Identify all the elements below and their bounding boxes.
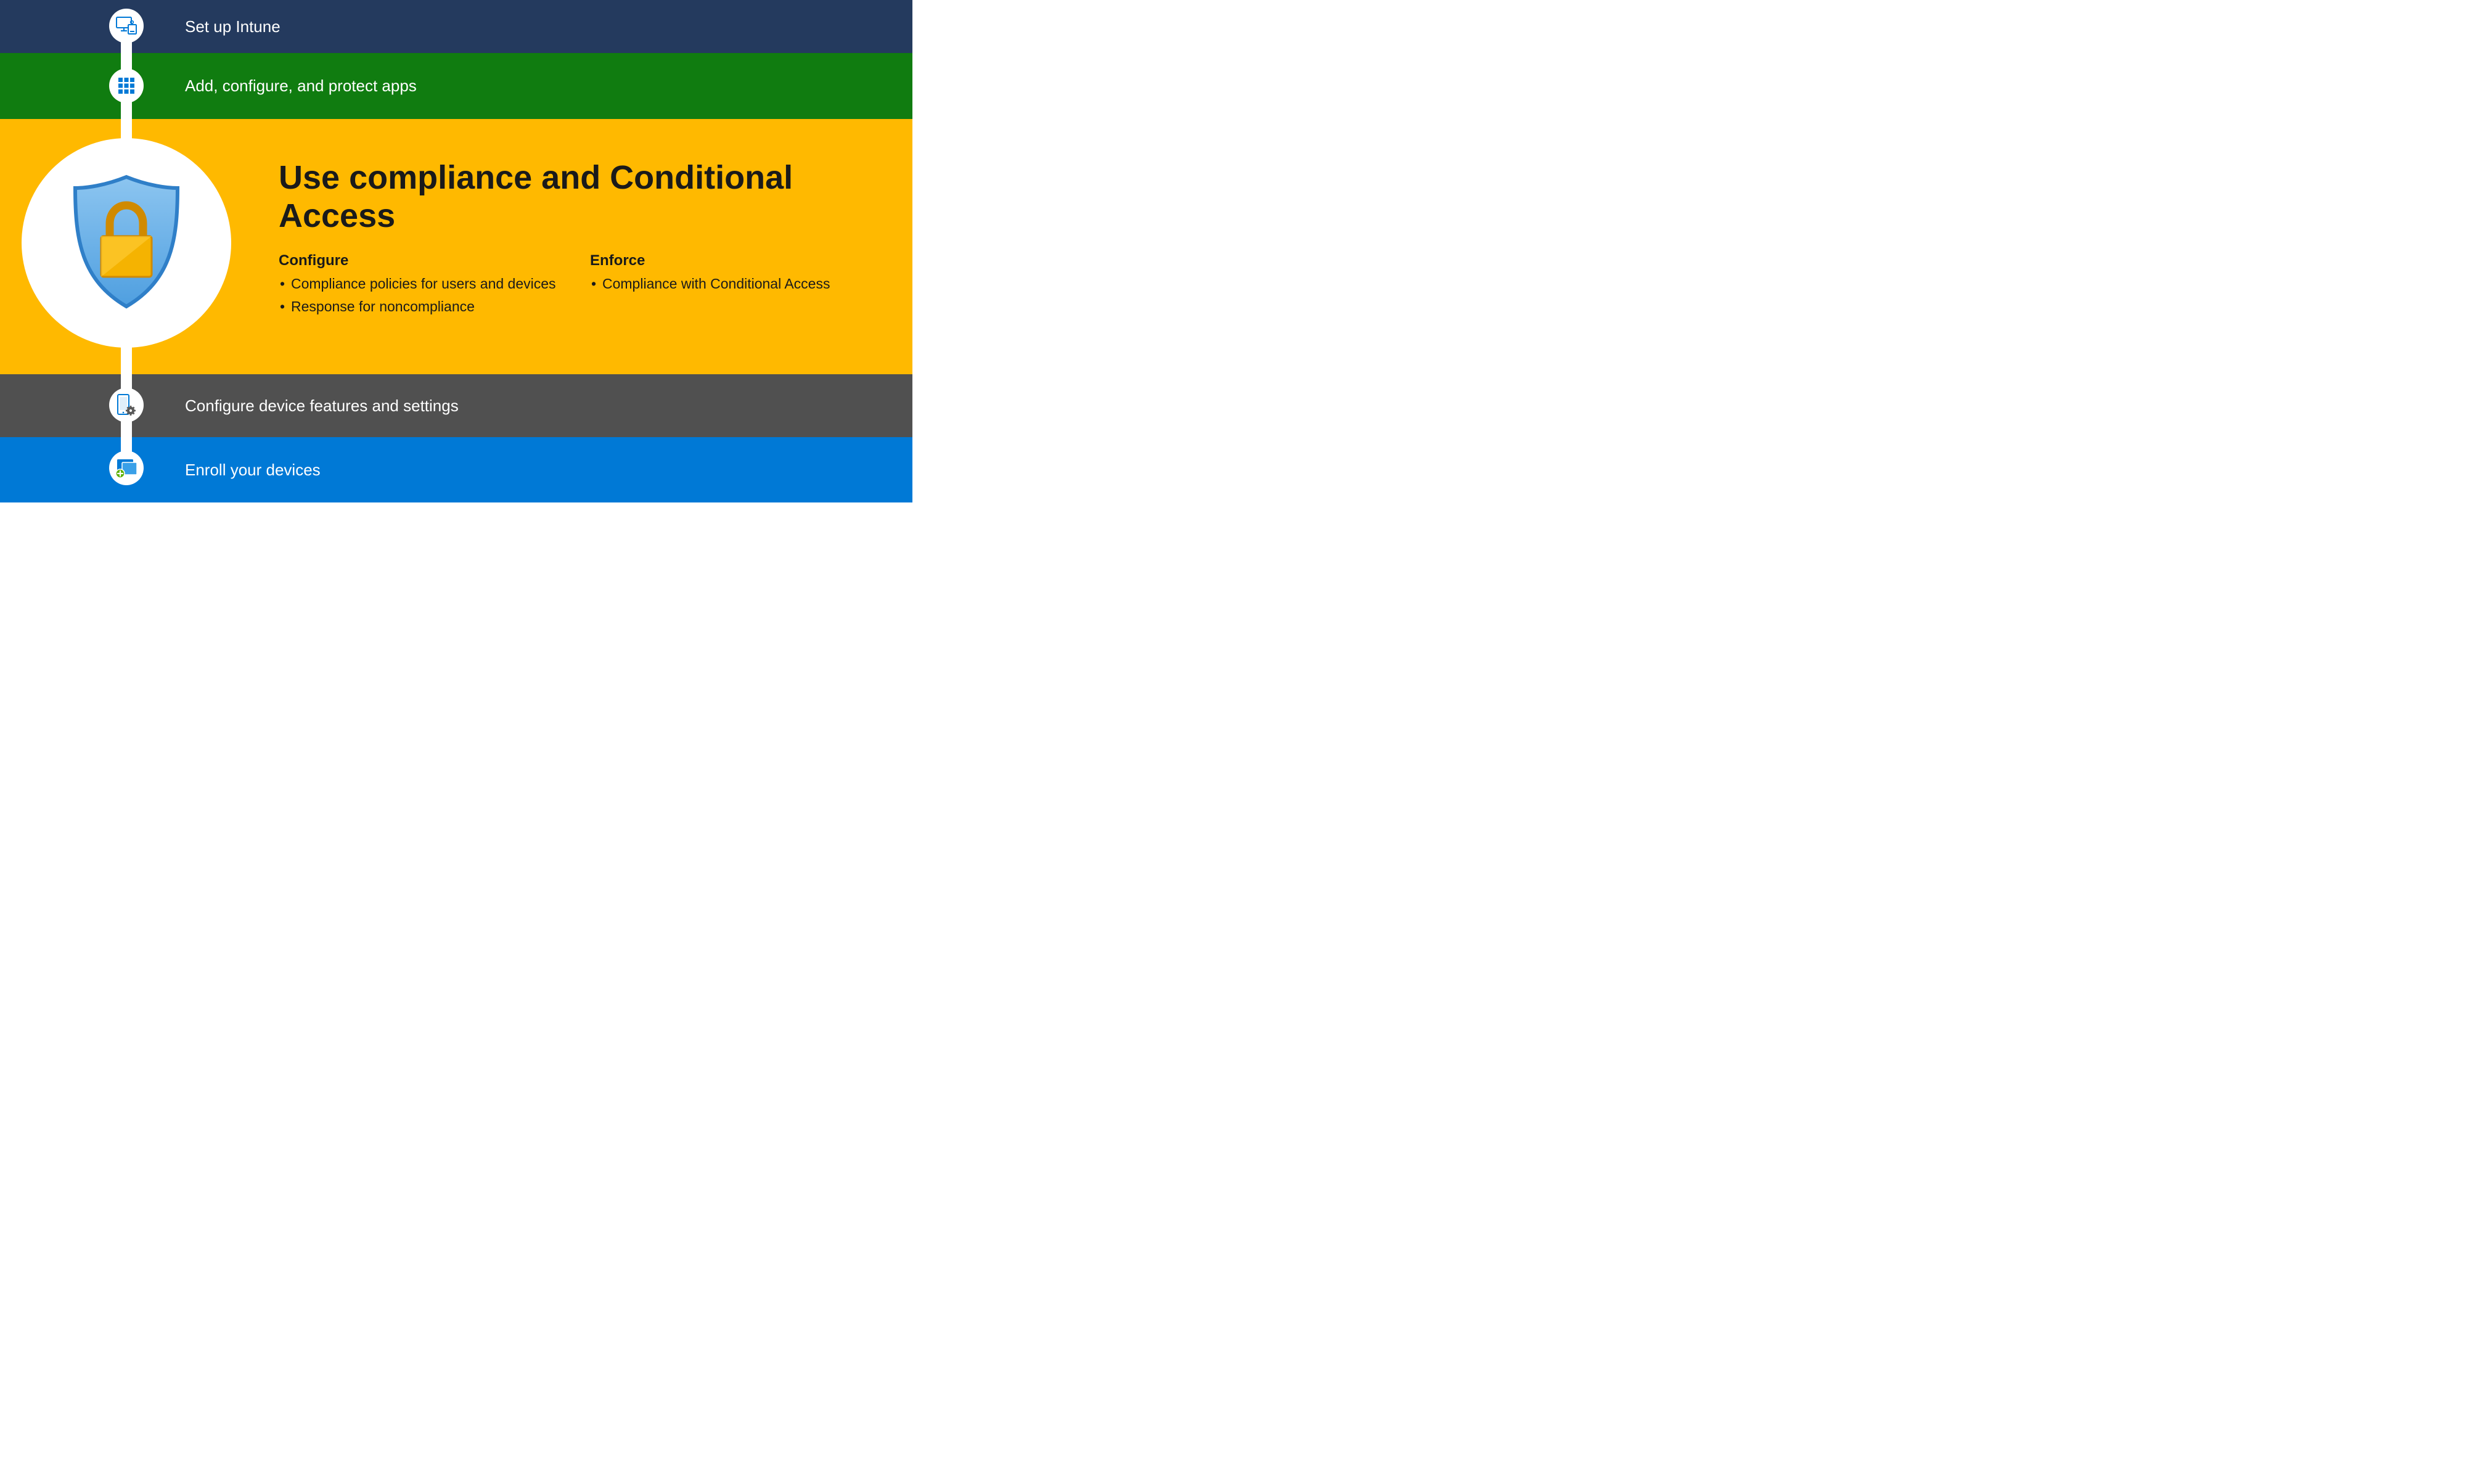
col-enforce-list: Compliance with Conditional Access: [590, 274, 870, 293]
icon-enroll: [109, 451, 144, 485]
row-apps-label: Add, configure, and protect apps: [185, 76, 417, 96]
icon-setup: [109, 9, 144, 43]
list-item: Compliance policies for users and device…: [279, 274, 559, 293]
row-setup-label: Set up Intune: [185, 17, 281, 36]
intune-steps-diagram: Set up Intune Add, configure, and protec…: [0, 0, 912, 551]
featured-columns: Configure Compliance policies for users …: [279, 252, 870, 320]
col-enforce: Enforce Compliance with Conditional Acce…: [590, 252, 870, 320]
featured-title: Use compliance and Conditional Access: [279, 158, 870, 235]
col-enforce-heading: Enforce: [590, 252, 870, 269]
icon-configure: [109, 388, 144, 422]
list-item: Response for noncompliance: [279, 297, 559, 316]
featured-content: Use compliance and Conditional Access Co…: [279, 158, 870, 320]
col-configure-list: Compliance policies for users and device…: [279, 274, 559, 316]
featured-icon-circle: [22, 138, 231, 348]
device-plus-icon: [115, 457, 138, 478]
col-configure-heading: Configure: [279, 252, 559, 269]
monitor-icon: [116, 17, 137, 35]
grid-icon: [118, 77, 135, 94]
row-enroll-label: Enroll your devices: [185, 461, 321, 480]
list-item: Compliance with Conditional Access: [590, 274, 870, 293]
shield-lock-icon: [68, 172, 185, 314]
phone-gear-icon: [116, 393, 137, 417]
row-configure-label: Configure device features and settings: [185, 396, 459, 416]
icon-apps: [109, 68, 144, 103]
col-configure: Configure Compliance policies for users …: [279, 252, 559, 320]
